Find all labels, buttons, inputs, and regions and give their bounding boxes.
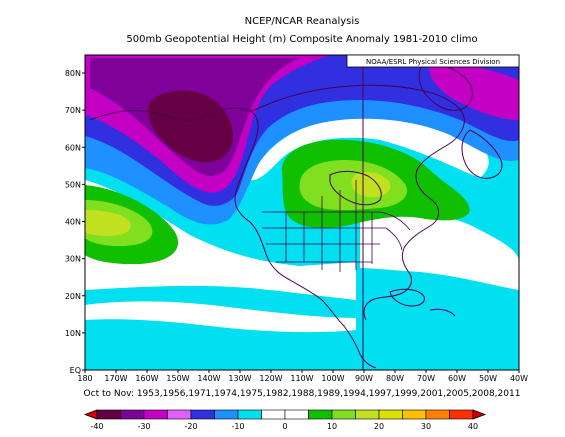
lon-tick-label: 170W (104, 374, 127, 383)
colorbar-swatch (96, 409, 121, 420)
lon-tick-label: 130W (228, 374, 251, 383)
map-axes: EQ 10N 20N 30N 40N 50N 60N 70N 80N 180 170W 160W 150… (65, 69, 528, 383)
lat-tick-label: 20N (65, 292, 81, 301)
lon-tick-label: 50W (479, 374, 497, 383)
colorbar-tick-label: 0 (282, 422, 287, 431)
lon-tick-label: 120W (259, 374, 282, 383)
colorbar-swatch (355, 409, 380, 420)
lon-tick-label: 70W (417, 374, 435, 383)
colorbar-swatch (190, 409, 215, 420)
lon-tick-label: 110W (290, 374, 313, 383)
lon-tick-label: 180 (77, 374, 92, 383)
neutral-band-subtropics (85, 180, 356, 300)
colorbar-swatch (308, 409, 333, 420)
colorbar-swatch (378, 409, 403, 420)
lat-tick-label: EQ (70, 366, 81, 375)
lat-tick-label: 40N (65, 218, 81, 227)
colorbar: -40 -30 -20 -10 0 10 20 30 40 (83, 409, 487, 431)
lon-tick-label: 60W (448, 374, 466, 383)
coastlines (89, 59, 503, 369)
colorbar-low-arrow (83, 409, 98, 420)
lat-tick-label: 60N (65, 143, 81, 152)
lon-tick-label: 80W (386, 374, 404, 383)
positive-anomaly-pacific-core (85, 210, 131, 236)
lon-tick-label: 100W (321, 374, 344, 383)
map-title: NCEP/NCAR Reanalysis (245, 16, 360, 27)
colorbar-swatch (449, 409, 474, 420)
composite-years-caption: Oct to Nov: 1953,1956,1971,1974,1975,198… (84, 389, 521, 399)
lon-tick-label: 160W (135, 374, 158, 383)
colorbar-tick-label: 10 (327, 422, 337, 431)
colorbar-tick-label: 30 (421, 422, 431, 431)
negative-anomaly-level-3-east (428, 60, 519, 120)
colorbar-swatch (261, 409, 286, 420)
neutral-band-tropics (85, 301, 356, 333)
lon-tick-label: 40W (510, 374, 528, 383)
colorbar-swatch (120, 409, 145, 420)
colorbar-swatch (331, 409, 356, 420)
colorbar-swatch (425, 409, 450, 420)
map-plot-area (85, 55, 519, 370)
lon-tick-label: 90W (355, 374, 373, 383)
colorbar-swatch (237, 409, 262, 420)
colorbar-swatch (214, 409, 239, 420)
map-subtitle: 500mb Geopotential Height (m) Composite … (126, 34, 477, 45)
credit-text: NOAA/ESRL Physical Sciences Division (366, 58, 500, 66)
lat-tick-label: 30N (65, 255, 81, 264)
colorbar-tick-label: -40 (90, 422, 103, 431)
neutral-band-atlantic (360, 209, 519, 290)
colorbar-tick-label: -30 (137, 422, 150, 431)
credit-box (346, 54, 520, 68)
colorbar-tick-label: -20 (184, 422, 197, 431)
negative-anomaly-level-5 (148, 90, 233, 163)
colorbar-swatch (167, 409, 192, 420)
colorbar-high-arrow (472, 409, 487, 420)
colorbar-swatch (402, 409, 427, 420)
lon-tick-label: 150W (166, 374, 189, 383)
neutral-band-canada (250, 116, 489, 181)
colorbar-swatch (143, 409, 168, 420)
lon-tick-label: 140W (197, 374, 220, 383)
colorbar-tick-label: -10 (231, 422, 244, 431)
lat-tick-label: 70N (65, 106, 81, 115)
state-borders (262, 180, 411, 272)
lat-tick-label: 50N (65, 180, 81, 189)
lat-tick-label: 80N (65, 69, 81, 78)
colorbar-tick-label: 40 (468, 422, 478, 431)
colorbar-swatch (284, 409, 309, 420)
colorbar-tick-label: 20 (374, 422, 384, 431)
lat-tick-label: 10N (65, 329, 81, 338)
